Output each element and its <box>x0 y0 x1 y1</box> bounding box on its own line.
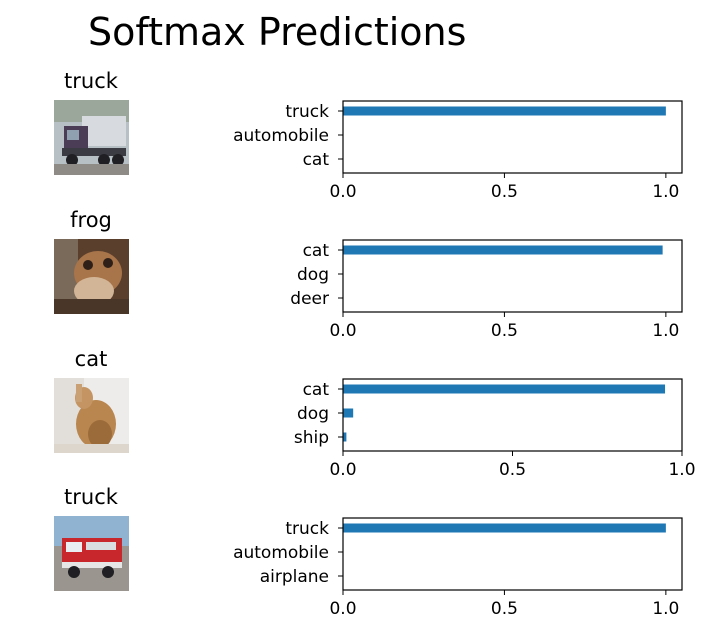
axes-frame <box>342 239 683 313</box>
x-tick-label: 1.0 <box>652 321 679 341</box>
x-tick-label: 0.0 <box>329 321 356 341</box>
frog-thumbnail-image <box>54 239 129 314</box>
bar <box>343 384 666 394</box>
bar <box>343 245 663 255</box>
image-title: truck <box>64 485 118 509</box>
prediction-row-4: truck <box>0 484 711 623</box>
y-tick-label: automobile <box>233 126 329 146</box>
bar <box>343 106 666 116</box>
y-tick-label: cat <box>303 150 330 170</box>
prediction-row-1: truck <box>0 68 711 207</box>
x-tick-label: 0.0 <box>329 460 356 480</box>
image-title: frog <box>70 208 112 232</box>
x-tick-label: 0.5 <box>491 182 518 202</box>
y-tick-label: deer <box>290 289 329 309</box>
prediction-row-2: frog <box>0 207 711 346</box>
x-tick-label: 1.0 <box>668 460 695 480</box>
image-title: cat <box>74 347 108 371</box>
y-tick-label: automobile <box>233 543 329 563</box>
y-tick-label: cat <box>303 380 330 400</box>
x-tick-label: 0.5 <box>491 599 518 619</box>
x-tick-label: 0.0 <box>329 182 356 202</box>
bar-chart-1: truck automobile cat 0.0 0.5 1.0 <box>233 100 683 202</box>
bar <box>343 432 347 442</box>
y-tick-label: truck <box>285 519 329 539</box>
truck-thumbnail-image <box>54 100 129 175</box>
fire-truck-thumbnail-image <box>54 516 129 591</box>
cat-thumbnail-image <box>54 378 129 453</box>
y-tick-label: cat <box>303 241 330 261</box>
y-tick-label: dog <box>297 404 329 424</box>
image-title: truck <box>64 69 118 93</box>
x-tick-label: 1.0 <box>652 182 679 202</box>
prediction-row-3: cat <box>0 346 711 485</box>
bar <box>343 408 354 418</box>
x-tick-label: 0.5 <box>491 321 518 341</box>
axes-frame <box>342 517 683 591</box>
x-tick-label: 0.0 <box>329 599 356 619</box>
x-tick-label: 0.5 <box>499 460 526 480</box>
y-tick-label: dog <box>297 265 329 285</box>
bar <box>343 523 666 533</box>
figure-title: Softmax Predictions <box>88 10 467 54</box>
axes-frame <box>342 100 683 174</box>
y-tick-label: ship <box>294 428 329 448</box>
x-tick-label: 1.0 <box>652 599 679 619</box>
y-tick-label: truck <box>285 102 329 122</box>
y-tick-label: airplane <box>260 567 329 587</box>
